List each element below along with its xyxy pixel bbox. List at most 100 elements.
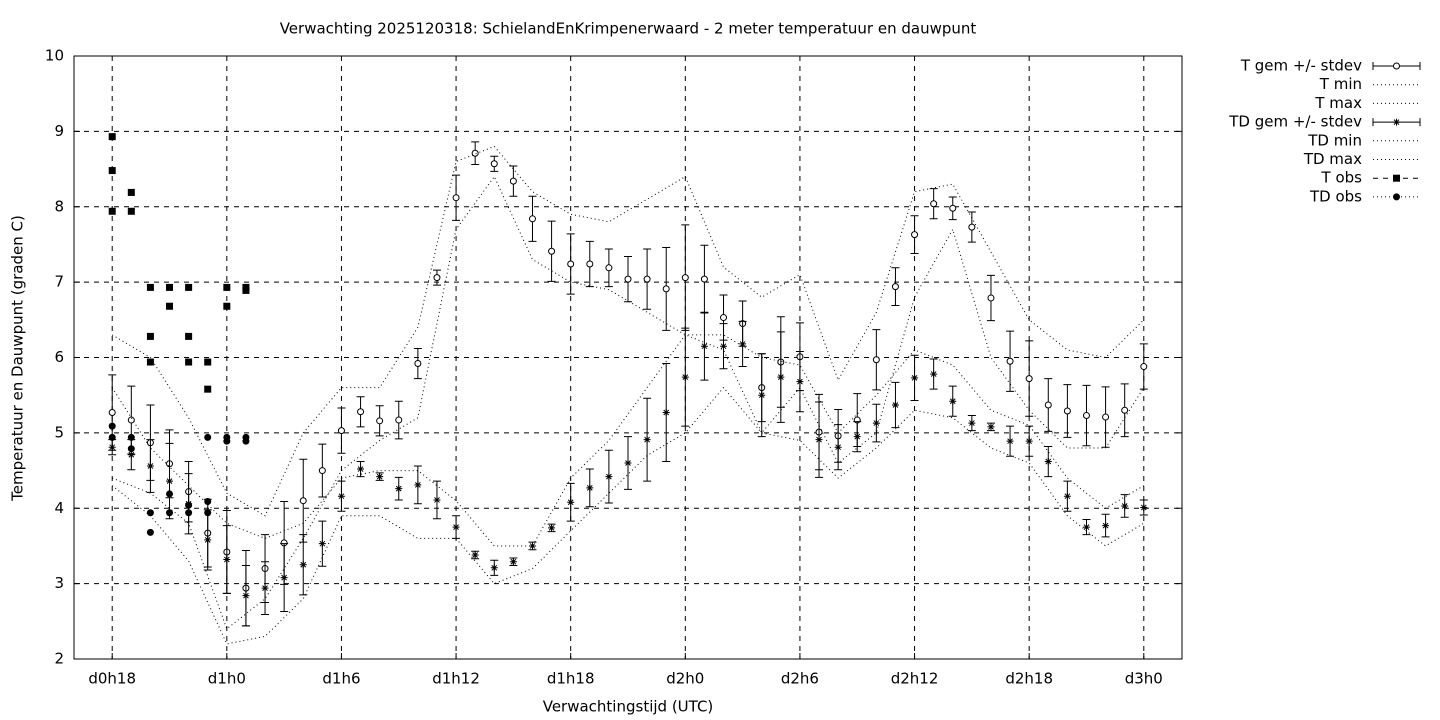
marker-asterisk [1102,522,1110,530]
marker-circle [968,223,976,231]
legend-label: T min [1319,75,1362,93]
marker-asterisk [261,584,269,592]
marker-circle [567,260,575,268]
marker-asterisk [739,340,747,348]
marker-square [166,302,174,310]
marker-dot [166,490,174,498]
marker-circle [911,231,919,239]
marker-circle [357,408,365,416]
marker-square [185,283,193,291]
marker-asterisk [223,556,231,564]
marker-asterisk [490,564,498,572]
marker-asterisk [318,540,326,548]
marker-asterisk [1006,437,1014,445]
marker-asterisk [872,419,880,427]
marker-circle [471,149,479,157]
legend-label: T max [1314,94,1362,112]
y-tick-label: 10 [45,47,64,65]
y-tick-label: 7 [54,273,64,291]
marker-circle [299,497,307,505]
marker-circle [1006,357,1014,365]
marker-circle [605,264,613,272]
marker-dot [185,509,193,517]
x-tick-label: d2h0 [666,670,704,688]
marker-asterisk [146,462,154,470]
plot-frame [73,55,1183,660]
range-line [112,175,1145,630]
y-tick-label: 5 [54,423,64,441]
marker-circle [662,285,670,293]
marker-asterisk [891,401,899,409]
marker-circle [1044,401,1052,409]
marker-asterisk [605,473,613,481]
marker-asterisk [567,498,575,506]
marker-dot [108,422,116,430]
marker-square [185,332,193,340]
marker-asterisk [758,391,766,399]
marker-asterisk [1121,502,1129,510]
marker-asterisk [911,374,919,382]
marker-circle [586,260,594,268]
y-tick-label: 6 [54,348,64,366]
marker-asterisk [815,436,823,444]
marker-asterisk [987,423,995,431]
marker-dot [108,433,116,441]
marker-square [108,207,116,215]
marker-asterisk [662,409,670,417]
marker-circle [108,409,116,417]
y-tick-label: 4 [54,499,64,517]
marker-circle [1082,412,1090,420]
marker-dot [146,528,154,536]
marker-asterisk [720,342,728,350]
marker-asterisk [624,459,632,467]
marker-asterisk [853,433,861,441]
marker-dot [242,437,250,445]
marker-square [146,332,154,340]
legend-label: T obs [1321,169,1363,187]
marker-asterisk [280,574,288,582]
marker-dot [204,509,212,517]
x-tick-label: d2h18 [1005,670,1053,688]
marker-circle [490,160,498,168]
marker-asterisk [1044,458,1052,466]
marker-circle [987,294,995,302]
marker-circle [624,275,632,283]
x-tick-label: d2h12 [891,670,939,688]
marker-circle [548,247,556,255]
marker-asterisk [681,373,689,381]
marker-asterisk [395,485,403,493]
range-line [111,334,1145,547]
marker-asterisk [548,524,556,532]
marker-circle [930,200,938,208]
marker-asterisk [834,443,842,451]
marker-asterisk [108,443,116,451]
marker-dot [166,509,174,517]
marker-dot [146,509,154,517]
x-axis-label: Verwachtingstijd (UTC) [543,698,714,716]
marker-square [223,283,231,291]
marker-square [146,283,154,291]
marker-square [108,133,116,141]
marker-circle [720,314,728,322]
marker-dot [185,501,193,509]
marker-square [146,358,154,366]
marker-circle [700,275,708,283]
x-tick-label: d1h12 [432,670,480,688]
legend-label: TD max [1303,150,1362,168]
marker-asterisk [242,592,250,600]
marker-square [204,358,212,366]
marker-circle [395,416,403,424]
y-axis-label: Temperatuur en Dauwpunt (graden C) [9,215,27,502]
marker-asterisk [949,397,957,405]
range-line [111,145,1145,517]
marker-square [223,302,231,310]
marker-circle [376,417,384,425]
marker-circle [127,416,135,424]
marker-circle [891,283,899,291]
marker-asterisk [433,496,441,504]
marker-asterisk [509,558,517,566]
marker-circle [949,204,957,212]
marker-circle [1025,375,1033,383]
chart-title: Verwachting 2025120318: SchielandEnKrimp… [280,20,977,38]
